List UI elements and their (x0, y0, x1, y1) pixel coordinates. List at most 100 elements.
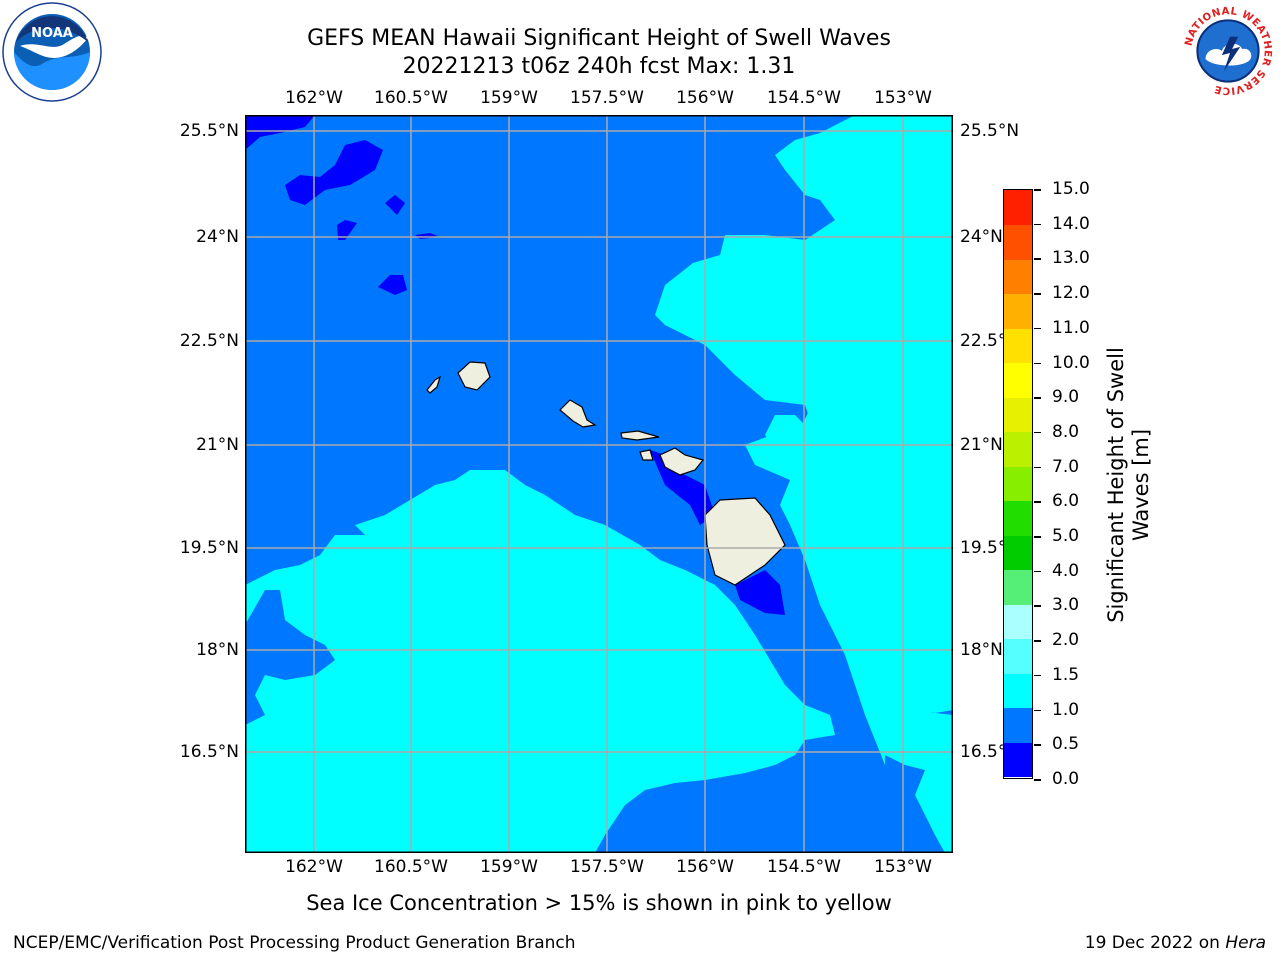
colorbar-tick-mark (1034, 640, 1041, 642)
lat-label-right: 21°N (960, 435, 1003, 455)
lon-label-top: 153°W (874, 88, 932, 108)
colorbar-tick-label: 8.0 (1052, 421, 1080, 442)
chart-title: GEFS MEAN Hawaii Significant Height of S… (307, 26, 891, 51)
colorbar-tick-mark (1034, 327, 1041, 330)
island-lanai (640, 450, 653, 460)
map-gridlines (245, 115, 953, 853)
colorbar-segment (1004, 362, 1032, 398)
swell-zone-nw-low-2 (285, 140, 383, 205)
colorbar-tick-label: 7.0 (1052, 456, 1080, 477)
colorbar-segment (1004, 535, 1032, 571)
swell-zone-bottom-low (595, 805, 745, 853)
colorbar-tick-mark (1034, 501, 1041, 503)
swell-zone-nw-low-1 (245, 115, 315, 150)
colorbar-tick-mark (1034, 674, 1041, 677)
lon-label-bottom: 162°W (285, 857, 343, 877)
colorbar-segment (1004, 742, 1032, 778)
colorbar-title-line1: Significant Height of Swell (1104, 347, 1128, 623)
colorbar-segment (1004, 569, 1032, 605)
lon-label-top: 156°W (676, 88, 734, 108)
swell-zone-far-southeast-low (885, 755, 945, 853)
lat-label-left: 24°N (196, 227, 239, 247)
colorbar-tick-mark (1034, 605, 1041, 607)
colorbar-tick-label: 0.0 (1052, 769, 1080, 789)
colorbar-tick-label: 2.0 (1052, 630, 1080, 651)
colorbar-segment (1004, 673, 1032, 709)
lon-label-bottom: 157.5°W (570, 857, 644, 877)
colorbar-tick-mark (1034, 189, 1041, 191)
footer-date-text: 19 Dec 2022 on (1084, 933, 1226, 953)
colorbar-tick-label: 4.0 (1052, 560, 1080, 581)
lon-label-top: 162°W (285, 88, 343, 108)
colorbar-segment (1004, 259, 1032, 295)
colorbar-segment (1004, 328, 1032, 364)
lat-label-right: 25.5°N (960, 121, 1020, 141)
colorbar-tick-mark (1034, 397, 1041, 399)
colorbar-tick-mark (1034, 779, 1041, 781)
sea-ice-note: Sea Ice Concentration > 15% is shown in … (306, 891, 892, 915)
swell-zone-southwest-low (245, 590, 335, 725)
map-area[interactable] (245, 115, 953, 853)
colorbar-tick-label: 1.5 (1052, 664, 1080, 685)
lat-label-right: 18°N (960, 640, 1003, 660)
swell-zone-nw-low-3 (385, 195, 405, 215)
colorbar-tick-mark (1034, 570, 1041, 573)
island-oahu (560, 400, 595, 427)
nws-logo: NATIONAL WEATHER SERVICE (1179, 2, 1277, 100)
colorbar-segment (1004, 397, 1032, 433)
lat-label-left: 16.5°N (179, 742, 239, 762)
colorbar-segment (1004, 500, 1032, 536)
colorbar-tick-label: 3.0 (1052, 595, 1080, 616)
lon-label-top: 159°W (480, 88, 538, 108)
colorbar-tick-label: 9.0 (1052, 387, 1080, 408)
lat-label-left: 18°N (196, 640, 239, 660)
colorbar-segment (1004, 431, 1032, 467)
swell-zone-nw-low-5 (378, 275, 407, 295)
colorbar-tick-label: 5.0 (1052, 526, 1080, 547)
colorbar-tick-mark (1034, 536, 1041, 538)
swell-zone-nw-low-4 (337, 220, 357, 240)
colorbar-segment (1004, 638, 1032, 674)
colorbar-tick-label: 14.0 (1052, 213, 1090, 234)
colorbar-tick-mark (1034, 223, 1041, 226)
lat-label-left: 19.5°N (179, 538, 239, 558)
swell-zone-bigisland-lee (735, 570, 785, 615)
colorbar-tick-label: 12.0 (1052, 283, 1090, 304)
lon-label-bottom: 156°W (676, 857, 734, 877)
colorbar-tick-label: 10.0 (1052, 352, 1090, 373)
colorbar-segment (1004, 224, 1032, 260)
colorbar-tick-mark (1034, 258, 1041, 260)
colorbar-tick-label: 11.0 (1052, 317, 1090, 338)
lon-label-bottom: 154.5°W (767, 857, 841, 877)
island-big-island (705, 498, 785, 585)
lon-label-top: 160.5°W (374, 88, 448, 108)
colorbar-tick-label: 15.0 (1052, 179, 1090, 199)
colorbar (1003, 189, 1033, 779)
swell-zone-south (245, 470, 835, 853)
footer-date: 19 Dec 2022 on Hera (1085, 933, 1266, 953)
lat-label-right: 24°N (960, 227, 1003, 247)
colorbar-tick-mark (1034, 293, 1041, 295)
colorbar-segment (1004, 707, 1032, 743)
colorbar-tick-label: 13.0 (1052, 248, 1090, 269)
colorbar-segment (1004, 190, 1032, 226)
colorbar-tick-mark (1034, 431, 1041, 434)
swell-zone-maui-lee (650, 450, 715, 525)
colorbar-segment (1004, 466, 1032, 502)
footer-machine: Hera (1225, 933, 1266, 953)
colorbar-title-line2: Waves [m] (1129, 428, 1153, 542)
noaa-logo-text: NOAA (31, 26, 73, 41)
colorbar-tick-label: 6.0 (1052, 491, 1080, 512)
colorbar-tick-label: 0.5 (1052, 734, 1080, 755)
lon-label-bottom: 153°W (874, 857, 932, 877)
colorbar-title: Significant Height of Swell Waves [m] (1104, 347, 1154, 623)
lat-label-left: 22.5°N (179, 331, 239, 351)
island-maui (660, 448, 703, 475)
noaa-logo: NOAA (2, 2, 102, 102)
colorbar-tick-label: 1.0 (1052, 699, 1080, 720)
lat-label-left: 25.5°N (179, 121, 239, 141)
colorbar-tick-mark (1034, 744, 1041, 746)
island-kauai (458, 362, 490, 390)
lon-label-bottom: 159°W (480, 857, 538, 877)
footer-credit: NCEP/EMC/Verification Post Processing Pr… (13, 933, 576, 953)
